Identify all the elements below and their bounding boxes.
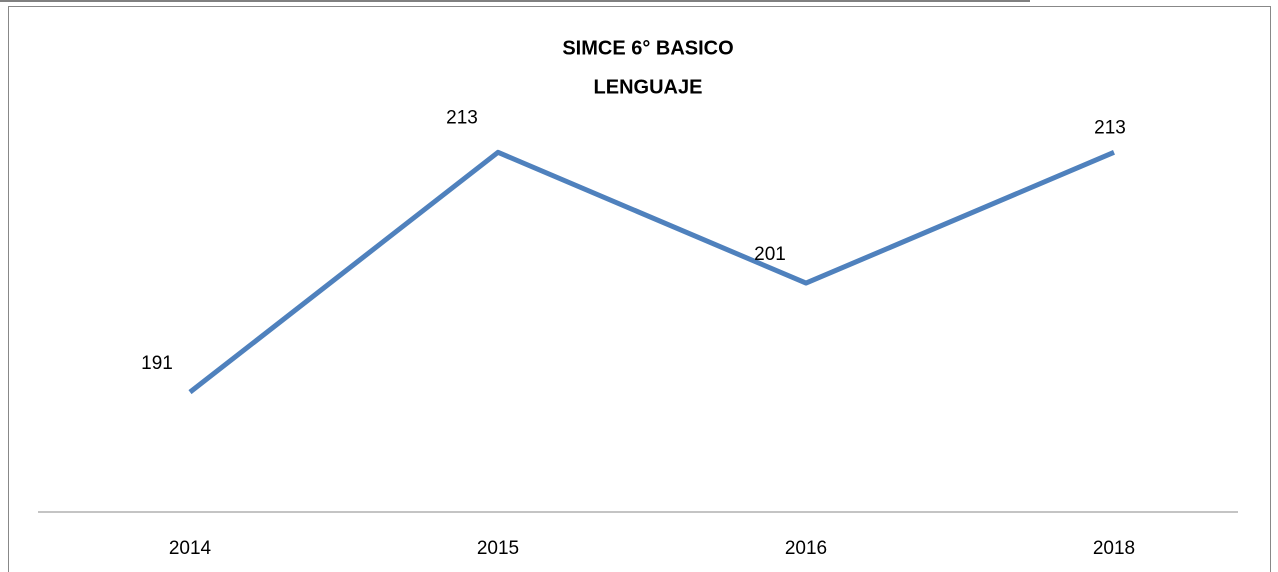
data-label: 191 (141, 353, 173, 374)
chart-border (8, 6, 1271, 572)
data-label: 213 (1094, 117, 1126, 138)
data-label: 201 (754, 244, 786, 265)
x-tick-label: 2016 (785, 538, 827, 559)
x-tick-label: 2015 (477, 538, 519, 559)
chart-title: SIMCE 6° BASICO (562, 37, 733, 59)
data-label: 213 (446, 107, 478, 128)
x-tick-label: 2018 (1093, 538, 1135, 559)
x-tick-label: 2014 (169, 538, 212, 559)
chart-title: LENGUAJE (594, 76, 703, 98)
line-series (188, 149, 1115, 395)
